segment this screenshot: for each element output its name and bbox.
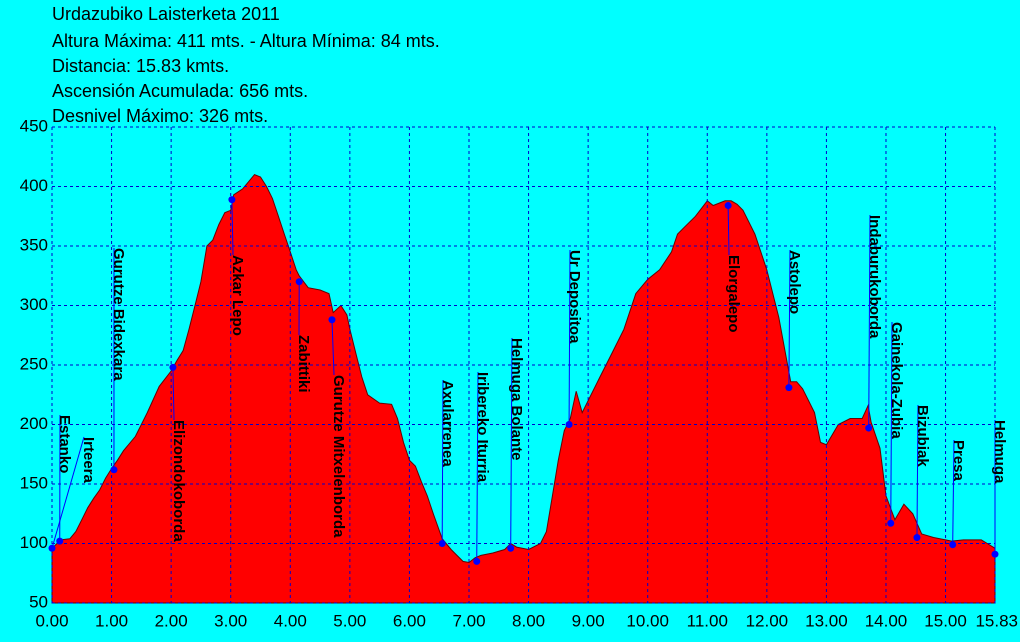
waypoint-leader — [952, 439, 955, 545]
waypoint-label: Presa — [950, 440, 967, 482]
waypoint — [328, 316, 336, 324]
waypoint — [949, 541, 957, 549]
x-tick-label: 12.00 — [746, 611, 789, 630]
waypoint-label: Gainekola-Zubia — [888, 322, 905, 439]
waypoint-label: Helmuga Bolante — [508, 338, 525, 461]
stat-line: Distancia: 15.83 kmts. — [52, 56, 229, 76]
x-tick-label: 8.00 — [512, 611, 545, 630]
waypoint-leader — [868, 214, 871, 429]
waypoint-label: Irteera — [80, 437, 97, 484]
waypoint — [473, 557, 481, 565]
waypoint-leader — [51, 436, 85, 549]
x-tick-label: 14.00 — [865, 611, 908, 630]
y-tick-label: 250 — [20, 354, 48, 373]
waypoint — [169, 363, 177, 371]
waypoint-label: Gurutze Mitxelenborda — [330, 375, 347, 538]
x-tick-label: 13.00 — [805, 611, 848, 630]
waypoint-leader — [568, 249, 571, 425]
waypoint — [438, 540, 446, 547]
waypoint-leader — [441, 379, 444, 544]
stat-line: Altura Máxima: 411 mts. - Altura Mínima:… — [52, 31, 440, 51]
waypoint — [56, 537, 64, 545]
waypoint-label: Elizondokoborda — [170, 420, 187, 542]
waypoint-label: Gurutze Bidexkara — [110, 248, 127, 381]
x-tick-label: 3.00 — [214, 611, 247, 630]
y-tick-label: 50 — [29, 592, 48, 611]
elevation-area — [51, 174, 996, 604]
waypoint — [785, 384, 793, 392]
waypoint-leader — [788, 249, 791, 388]
waypoint — [507, 544, 515, 552]
waypoint — [295, 278, 303, 286]
waypoint-leader — [727, 205, 730, 256]
x-tick-label: 5.00 — [333, 611, 366, 630]
y-tick-label: 350 — [20, 235, 48, 254]
waypoint-leader — [510, 337, 513, 549]
x-tick-label: 0.00 — [35, 611, 68, 630]
waypoint — [865, 424, 873, 432]
waypoint-label: Indaburukoborda — [866, 215, 883, 339]
x-tick-label: 11.00 — [687, 611, 728, 630]
x-tick-label: 1.00 — [95, 611, 128, 630]
x-tick-label: 2.00 — [155, 611, 188, 630]
waypoint-label: Estanko — [56, 415, 73, 473]
waypoint — [887, 519, 895, 527]
waypoint — [991, 550, 999, 558]
waypoint-label: Zabittiki — [295, 335, 312, 393]
y-tick-label: 100 — [20, 533, 48, 552]
y-tick-label: 200 — [20, 414, 48, 433]
stat-line: Ascensión Acumulada: 656 mts. — [52, 81, 308, 101]
waypoint-leader — [331, 319, 335, 376]
waypoint-label: Ur Depositoa — [566, 250, 583, 344]
waypoint — [913, 534, 921, 542]
x-tick-label: 7.00 — [452, 611, 485, 630]
y-tick-label: 450 — [20, 116, 48, 135]
waypoint-label: Helmuga — [991, 420, 1008, 484]
waypoint-leader — [476, 371, 479, 562]
waypoint-leader — [890, 321, 893, 524]
x-tick-label: 9.00 — [572, 611, 605, 630]
waypoint-leader — [916, 404, 919, 538]
waypoint — [110, 466, 118, 474]
waypoint-label: Elorgalepo — [725, 255, 742, 333]
waypoint — [228, 196, 236, 204]
x-tick-label: 6.00 — [393, 611, 426, 630]
waypoint — [565, 421, 573, 428]
waypoint-label: Azkar Lepo — [229, 255, 246, 336]
waypoint — [48, 544, 56, 552]
y-tick-label: 400 — [20, 176, 48, 195]
x-tick-label: 10.00 — [626, 611, 669, 630]
waypoint — [724, 202, 732, 210]
waypoint-label: Iribereko Iturria — [474, 372, 491, 483]
x-tick-label: 4.00 — [274, 611, 307, 630]
waypoint-leader — [172, 367, 175, 421]
stat-line: Desnivel Máximo: 326 mts. — [52, 106, 268, 126]
waypoint-label: Bizubiak — [914, 405, 931, 467]
x-tick-label: 15.00 — [924, 611, 967, 630]
y-tick-label: 150 — [20, 473, 48, 492]
chart-title: Urdazubiko Laisterketa 2011 — [52, 4, 280, 24]
waypoint-label: Axularrenea — [439, 380, 456, 467]
x-tick-label: 15.83 — [975, 611, 1018, 630]
waypoint-label: Astolepo — [786, 250, 803, 314]
waypoint-leader — [231, 199, 234, 256]
y-tick-label: 300 — [20, 295, 48, 314]
